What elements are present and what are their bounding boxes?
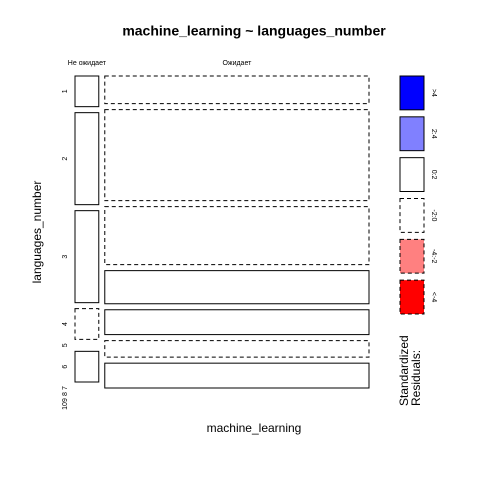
row-label: 10 (62, 402, 69, 410)
row-label: 9 (62, 398, 69, 402)
legend-label: -4:-2 (430, 249, 437, 264)
column-label: Не ожидает (68, 60, 107, 67)
column-label: Ожидает (222, 60, 252, 67)
mosaic-cell (104, 340, 370, 358)
row-label: 8 (62, 392, 69, 396)
legend-swatch (399, 157, 425, 193)
legend-title: Residuals: (409, 350, 423, 406)
mosaic-cell (104, 309, 370, 336)
legend-label: 2:4 (430, 129, 437, 139)
row-label: 6 (62, 365, 69, 369)
mosaic-cell (74, 308, 100, 340)
legend-swatch (399, 279, 425, 315)
mosaic-cell (74, 210, 100, 304)
mosaic-cell (74, 350, 100, 383)
row-label: 1 (62, 89, 69, 93)
row-label: 4 (62, 322, 69, 326)
chart-title: machine_learning ~ languages_number (122, 23, 386, 39)
mosaic-cell (104, 109, 370, 202)
legend-swatch (399, 238, 425, 274)
y-axis-label: languages_number (30, 181, 44, 284)
mosaic-cell (104, 206, 370, 266)
row-label: 5 (62, 343, 69, 347)
mosaic-cell (104, 75, 370, 105)
legend-swatch (399, 198, 425, 233)
mosaic-cell (74, 75, 100, 108)
legend-swatch (399, 75, 425, 111)
mosaic-cell (74, 112, 100, 206)
x-axis-label: machine_learning (207, 421, 302, 435)
row-label: 7 (62, 386, 69, 390)
legend-label: <-4 (430, 292, 437, 302)
legend-label: 0:2 (430, 170, 437, 180)
mosaic-cell (104, 270, 370, 305)
legend-label: -2:0 (430, 209, 437, 221)
row-label: 2 (62, 157, 69, 161)
row-label: 3 (62, 255, 69, 259)
legend-label: >4 (430, 89, 437, 97)
legend-swatch (399, 116, 425, 152)
mosaic-cell (104, 362, 370, 389)
legend-title: Standardized (397, 335, 411, 406)
